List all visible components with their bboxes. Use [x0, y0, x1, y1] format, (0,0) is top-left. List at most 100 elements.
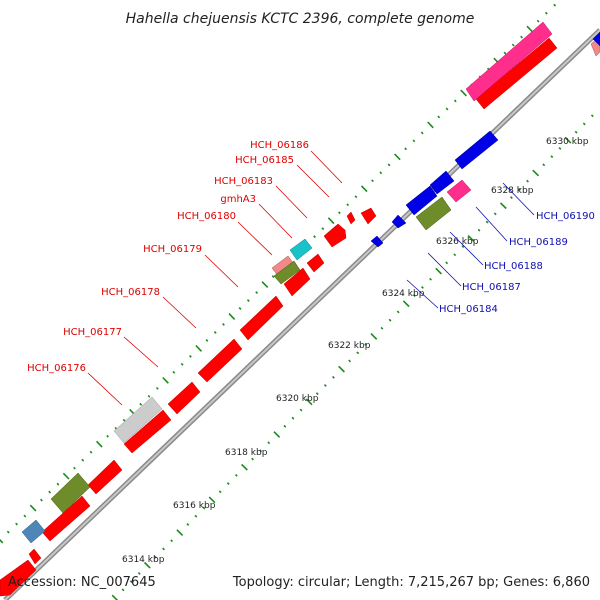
- accession-label: Accession: NC_007645: [8, 575, 156, 590]
- minor-tick: [129, 580, 133, 584]
- major-tick: [435, 267, 442, 275]
- gene-feature[interactable]: [41, 495, 91, 542]
- major-tick: [370, 333, 378, 340]
- gene-label[interactable]: gmhA3: [220, 194, 256, 205]
- minor-tick: [222, 323, 225, 326]
- gene-feature[interactable]: [446, 179, 472, 203]
- gene-feature[interactable]: [360, 207, 377, 225]
- gene-label[interactable]: HCH_06178: [101, 287, 160, 298]
- gene-feature[interactable]: [289, 238, 313, 261]
- gene-label[interactable]: HCH_06189: [509, 237, 568, 248]
- gene-label[interactable]: HCH_06190: [536, 211, 595, 222]
- minor-tick: [553, 3, 557, 7]
- minor-tick: [544, 11, 548, 15]
- major-tick: [532, 169, 540, 177]
- major-tick: [526, 25, 534, 33]
- minor-tick: [348, 359, 352, 363]
- scale-label: 6326 kbp: [436, 237, 479, 247]
- minor-tick: [574, 130, 578, 134]
- gene-label[interactable]: HCH_06186: [250, 140, 309, 151]
- gene-feature[interactable]: [454, 130, 499, 170]
- gene-feature[interactable]: [283, 267, 311, 297]
- minor-tick: [420, 131, 424, 135]
- gene-feature[interactable]: [475, 37, 558, 110]
- minor-tick: [323, 384, 327, 387]
- minor-tick: [354, 195, 358, 199]
- gene-label[interactable]: HCH_06177: [63, 327, 122, 338]
- minor-tick: [291, 416, 295, 420]
- major-tick: [0, 538, 4, 544]
- minor-tick: [511, 43, 515, 47]
- minor-tick: [299, 408, 303, 412]
- gene-label[interactable]: HCH_06188: [484, 261, 543, 272]
- gene-feature[interactable]: [239, 295, 284, 341]
- minor-tick: [6, 530, 10, 534]
- gene-feature[interactable]: [306, 253, 325, 273]
- minor-tick: [332, 375, 335, 379]
- gene-label[interactable]: HCH_06179: [143, 244, 202, 255]
- gene-label[interactable]: HCH_06183: [214, 176, 273, 187]
- minor-tick: [180, 362, 184, 366]
- gene-feature[interactable]: [465, 21, 553, 102]
- major-tick: [162, 376, 169, 384]
- gene-label[interactable]: HCH_06180: [177, 211, 236, 222]
- gene-feature[interactable]: [370, 235, 384, 248]
- gene-feature[interactable]: [429, 170, 455, 195]
- gene-feature[interactable]: [123, 409, 172, 454]
- scale-label: 6314 kbp: [122, 555, 165, 565]
- minor-tick: [356, 351, 360, 355]
- minor-tick: [202, 506, 206, 510]
- minor-tick: [155, 386, 159, 390]
- gene-feature[interactable]: [405, 185, 438, 216]
- minor-tick: [582, 122, 586, 126]
- minor-tick: [421, 286, 424, 289]
- leader-lines: [87, 150, 343, 406]
- major-tick: [467, 235, 475, 242]
- minor-tick: [255, 291, 259, 294]
- reverse-gene-labels: HCH_06184 HCH_06187 HCH_06188 HCH_06189 …: [439, 211, 595, 315]
- scale-label: 6328 kbp: [491, 186, 534, 196]
- gene-label[interactable]: HCH_06184: [439, 304, 498, 315]
- leader-lines-reverse: [406, 182, 535, 309]
- gene-feature[interactable]: [197, 338, 243, 383]
- gene-feature[interactable]: [113, 396, 163, 444]
- minor-tick: [246, 299, 250, 302]
- minor-tick: [73, 466, 76, 470]
- gene-feature[interactable]: [346, 211, 356, 225]
- gene-label[interactable]: HCH_06187: [462, 282, 521, 293]
- scale-label: 6318 kbp: [225, 448, 268, 458]
- minor-tick: [485, 220, 489, 224]
- gene-feature[interactable]: [391, 214, 407, 229]
- minor-tick: [234, 474, 238, 477]
- gene-feature[interactable]: [0, 559, 37, 597]
- minor-tick: [338, 211, 341, 215]
- gene-feature[interactable]: [21, 519, 46, 544]
- minor-tick: [518, 187, 521, 191]
- minor-tick: [536, 19, 540, 23]
- major-tick: [394, 153, 401, 161]
- gene-feature[interactable]: [592, 31, 600, 47]
- minor-tick: [520, 35, 523, 39]
- gene-label[interactable]: HCH_06176: [27, 363, 86, 374]
- gene-feature[interactable]: [273, 260, 301, 285]
- major-tick: [338, 365, 345, 373]
- minor-tick: [186, 523, 190, 526]
- gene-feature[interactable]: [167, 381, 201, 415]
- gene-feature[interactable]: [323, 223, 347, 248]
- forward-gene-labels: HCH_06176 HCH_06177 HCH_06178 HCH_06179 …: [27, 140, 309, 374]
- major-tick: [360, 185, 368, 193]
- gene-feature[interactable]: [50, 472, 91, 514]
- minor-tick: [477, 228, 481, 232]
- minor-tick: [121, 588, 125, 592]
- major-tick: [96, 440, 103, 448]
- minor-tick: [321, 227, 325, 231]
- minor-tick: [461, 245, 465, 248]
- minor-tick: [437, 115, 441, 119]
- gene-feature[interactable]: [28, 548, 42, 565]
- gene-feature[interactable]: [87, 459, 123, 495]
- major-tick: [29, 504, 37, 512]
- minor-tick: [429, 277, 432, 281]
- gene-feature[interactable]: [415, 196, 452, 231]
- gene-label[interactable]: HCH_06185: [235, 155, 294, 166]
- major-tick: [427, 121, 434, 129]
